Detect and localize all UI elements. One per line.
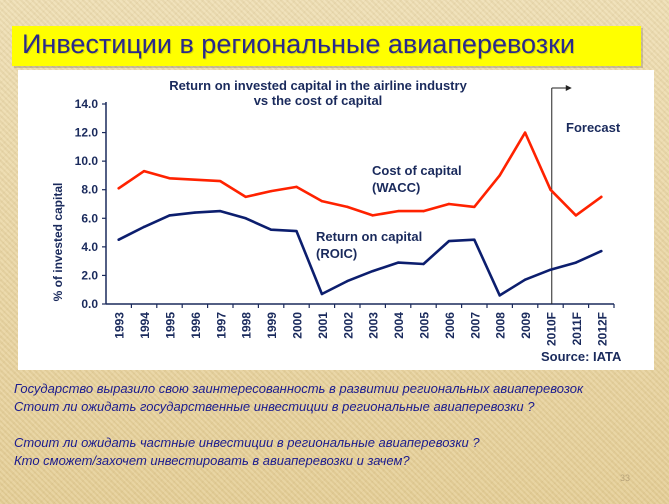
x-tick-label: 1996: [189, 312, 203, 339]
wacc-point: [371, 214, 374, 217]
roic-point: [320, 292, 324, 296]
body-line-2: Стоит ли ожидать государственные инвести…: [14, 399, 535, 414]
chart-title-line2: vs the cost of capital: [253, 93, 383, 108]
wacc-point: [346, 205, 349, 209]
roic-annotation: Return on capital (ROIC): [316, 228, 422, 262]
x-tick-label: 2005: [418, 312, 432, 339]
roic-point: [346, 279, 349, 283]
roic-point: [168, 214, 171, 217]
y-tick-label: 4.0: [81, 240, 98, 254]
body-text: Государство выразило свою заинтересованн…: [14, 380, 654, 470]
y-tick-label: 14.0: [75, 97, 99, 111]
body-line-4: Стоит ли ожидать частные инвестиции в ре…: [14, 435, 480, 450]
page-number: 33: [620, 473, 631, 483]
y-tick-label: 6.0: [81, 211, 98, 225]
x-tick-label: 1997: [214, 312, 228, 339]
wacc-point: [219, 179, 222, 183]
roic-point: [422, 262, 425, 266]
wacc-point: [244, 195, 247, 199]
chart-title-line1: Return on invested capital in the airlin…: [169, 78, 467, 93]
wacc-point: [168, 177, 171, 180]
y-tick-label: 8.0: [81, 183, 98, 197]
roic-point: [193, 211, 197, 214]
roic-point: [117, 238, 120, 241]
x-tick-label: 2004: [392, 312, 406, 339]
wacc-point: [600, 195, 603, 199]
source-label: Source: IATA: [541, 349, 622, 364]
roic-point: [523, 278, 527, 281]
wacc-point: [498, 174, 501, 177]
wacc-point: [117, 187, 120, 190]
chart-plot: 0.0 2.0 4.0 6.0 8.0 10.0 12.0 14.0 1993 1994 1995 1…: [75, 85, 615, 346]
roic-label-line2: (ROIC): [316, 246, 358, 261]
roic-point: [142, 225, 146, 229]
wacc-point: [269, 189, 273, 193]
x-tick-label: 2011F: [570, 312, 584, 345]
roic-point: [295, 229, 298, 233]
body-line-1: Государство выразило свою заинтересованн…: [14, 381, 584, 396]
roic-point: [473, 238, 476, 241]
wacc-point: [549, 188, 552, 191]
roic-point: [600, 249, 603, 253]
roic-point: [219, 209, 222, 213]
wacc-point: [473, 205, 476, 209]
x-tick-label: 2001: [316, 312, 330, 339]
chart-title: Return on invested capital in the airlin…: [78, 78, 558, 108]
roic-point: [447, 239, 451, 243]
roic-point: [549, 268, 552, 271]
x-tick-label: 2012F: [595, 312, 609, 346]
roic-point: [574, 261, 578, 264]
x-tick-label: 2000: [291, 312, 305, 339]
x-tick-label: 2010F: [545, 312, 559, 346]
x-tick-label: 2002: [341, 312, 355, 339]
wacc-point: [295, 185, 298, 189]
chart-panel: Return on invested capital in the airlin…: [18, 70, 654, 370]
roic-point: [371, 269, 374, 273]
x-tick-label: 1993: [113, 312, 127, 339]
x-tick-label: 2008: [494, 312, 508, 339]
x-tick-label: 1995: [164, 312, 178, 339]
wacc-point: [396, 209, 400, 213]
x-tick-label: 1998: [240, 312, 254, 339]
wacc-label-line2: (WACC): [372, 180, 421, 195]
wacc-point: [523, 131, 527, 134]
roic-point: [396, 261, 400, 264]
roic-point: [269, 228, 273, 231]
roic-point: [244, 217, 247, 220]
wacc-annotation: Cost of capital (WACC): [372, 162, 462, 196]
wacc-label-line1: Cost of capital: [372, 163, 462, 178]
wacc-point: [422, 209, 425, 213]
body-line-3: [14, 416, 654, 434]
roic-point: [498, 294, 501, 297]
x-tick-label: 2007: [468, 312, 482, 339]
forecast-label: Forecast: [566, 120, 621, 135]
y-tick-label: 10.0: [75, 154, 99, 168]
wacc-point: [142, 169, 146, 173]
y-tick-label: 2.0: [81, 268, 98, 282]
y-tick-label: 0.0: [81, 297, 98, 311]
wacc-point: [574, 214, 578, 217]
x-tick-label: 1999: [265, 312, 279, 339]
x-tick-label: 1994: [138, 312, 152, 339]
roic-label-line1: Return on capital: [316, 229, 423, 244]
x-tick-label: 2003: [367, 312, 381, 339]
y-tick-label: 12.0: [75, 126, 99, 140]
x-tick-label: 2009: [519, 312, 533, 339]
body-line-5: Кто сможет/захочет инвестировать в авиап…: [14, 453, 410, 468]
title-bar: Инвестиции в региональные авиаперевозки: [12, 26, 641, 66]
x-tick-label: 2006: [443, 312, 457, 339]
wacc-series-line: [117, 131, 603, 217]
wacc-point: [320, 199, 324, 203]
forecast-arrow-head: [565, 85, 572, 91]
slide-title: Инвестиции в региональные авиаперевозки: [22, 29, 576, 59]
wacc-point: [447, 202, 451, 206]
roic-series-line: [117, 209, 603, 297]
wacc-point: [193, 178, 197, 181]
